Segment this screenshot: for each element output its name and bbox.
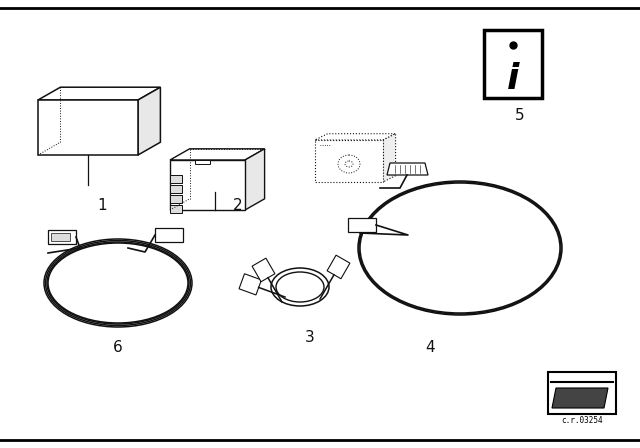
Text: 3: 3 [305,330,315,345]
Bar [484,30,542,98]
Polygon shape [170,205,182,213]
Polygon shape [155,228,183,242]
Polygon shape [327,255,350,279]
Polygon shape [315,140,383,182]
Polygon shape [252,258,275,282]
Polygon shape [383,134,396,182]
Text: c.r.03254: c.r.03254 [561,416,603,425]
Ellipse shape [345,161,353,167]
Polygon shape [38,100,138,155]
Polygon shape [239,274,261,295]
Polygon shape [48,230,76,244]
Polygon shape [387,163,428,175]
Text: 5: 5 [515,108,525,123]
Polygon shape [170,160,245,210]
Text: 1: 1 [97,198,107,213]
Polygon shape [138,87,161,155]
Polygon shape [315,134,396,140]
Polygon shape [348,218,376,232]
Polygon shape [38,87,161,100]
Text: i: i [507,62,519,96]
Polygon shape [552,388,608,408]
Polygon shape [245,149,264,210]
Polygon shape [195,160,210,164]
Bar [548,372,616,414]
Polygon shape [170,195,182,203]
Text: 6: 6 [113,340,123,355]
Polygon shape [170,185,182,193]
Ellipse shape [338,155,360,173]
Polygon shape [170,175,182,183]
Text: 4: 4 [425,340,435,355]
Polygon shape [51,233,70,241]
Polygon shape [170,149,264,160]
Text: 2: 2 [233,198,243,213]
